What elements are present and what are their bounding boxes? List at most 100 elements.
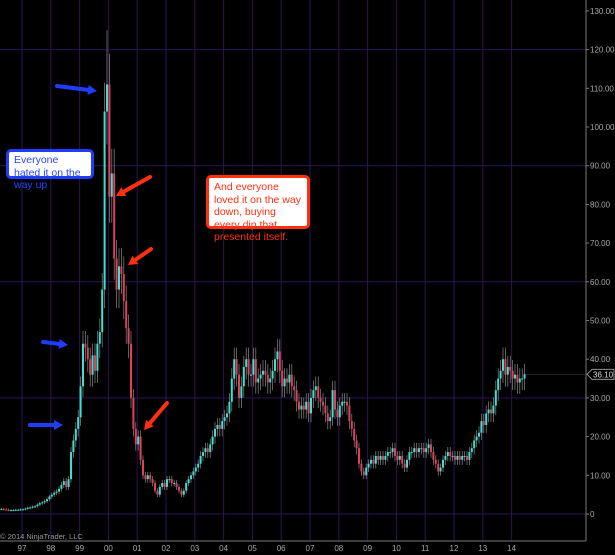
candle-body — [516, 374, 519, 383]
candle-body — [62, 481, 65, 485]
candle-body — [362, 471, 365, 476]
candle-body — [101, 289, 104, 333]
candle-body — [338, 405, 341, 418]
blue-arrow-icon — [41, 338, 68, 349]
candle-body — [377, 455, 380, 460]
y-tick-label: 80.00 — [590, 200, 611, 209]
candle-body — [461, 455, 464, 460]
candle-body — [48, 496, 51, 500]
candle-body — [514, 374, 516, 379]
candle-body — [137, 436, 140, 445]
candle-body — [319, 397, 322, 402]
candle-body — [24, 508, 27, 510]
candle-body — [166, 479, 168, 487]
candle-body — [391, 448, 394, 453]
candle-body — [74, 428, 77, 441]
candle-body — [38, 503, 41, 505]
candle-body — [300, 405, 303, 410]
candle-body — [233, 359, 236, 379]
candle-body — [437, 463, 440, 472]
candle-body — [228, 401, 231, 414]
candle-body — [72, 440, 75, 453]
candle-body — [209, 444, 212, 453]
y-tick-label: 100.00 — [590, 123, 615, 132]
candle-body — [492, 405, 495, 414]
candle-body — [365, 467, 368, 476]
candle-body — [226, 413, 228, 418]
candle-body — [322, 401, 324, 406]
candle-body — [118, 266, 120, 290]
candle-body — [350, 421, 353, 429]
candle-body — [2, 508, 5, 510]
x-tick-label: 04 — [219, 544, 228, 553]
candle-body — [334, 390, 336, 410]
blue-arrow-icon — [55, 84, 97, 95]
candle-body — [110, 173, 113, 197]
candle-body — [26, 507, 29, 509]
candle-body — [185, 483, 188, 491]
candle-body — [22, 509, 24, 511]
candle-body — [490, 409, 492, 414]
candle-body — [278, 351, 281, 371]
candle-body — [466, 455, 468, 460]
last-price-label: 36.10 — [593, 370, 614, 379]
candle-body — [497, 378, 500, 391]
candle-body — [180, 490, 183, 495]
candle-body — [324, 405, 327, 414]
candle-body — [343, 401, 346, 403]
candles — [0, 30, 526, 512]
candle-body — [218, 424, 221, 429]
candle-body — [401, 455, 404, 464]
candle-body — [53, 492, 56, 495]
candle-body — [305, 401, 308, 410]
candle-body — [288, 374, 291, 383]
x-tick-label: 07 — [306, 544, 315, 553]
candle-body — [389, 452, 392, 454]
candle-body — [7, 509, 10, 511]
candle-body — [353, 428, 356, 441]
candle-body — [19, 509, 22, 511]
arrow-head — [128, 255, 139, 265]
y-tick-label: 130.00 — [590, 7, 615, 16]
annotation-arrows — [28, 84, 169, 430]
candle-body — [264, 370, 267, 375]
candle-body — [523, 374, 526, 379]
candle-body — [77, 417, 80, 429]
candle-body — [504, 359, 507, 375]
note-loved-on-way-down: And everyone loved it on the way down, b… — [206, 175, 310, 243]
candle-body — [384, 455, 387, 460]
candle-body — [331, 390, 334, 418]
candle-body — [310, 397, 312, 414]
candle-body — [194, 467, 197, 472]
candle-body — [250, 374, 252, 376]
candle-body — [281, 370, 284, 387]
candle-body — [17, 509, 20, 511]
candle-body — [336, 409, 339, 418]
candle-body — [396, 455, 399, 460]
candle-body — [499, 370, 502, 379]
candle-body — [65, 481, 68, 487]
candle-body — [67, 479, 70, 487]
candle-body — [46, 499, 48, 502]
y-tick-label: 90.00 — [590, 162, 611, 171]
y-tick-label: 30.00 — [590, 394, 611, 403]
candle-body — [79, 386, 82, 418]
x-tick-label: 00 — [104, 544, 113, 553]
candle-body — [154, 483, 156, 491]
grid — [0, 0, 586, 541]
candle-body — [442, 459, 444, 468]
candle-body — [276, 351, 279, 360]
candle-body — [103, 111, 106, 290]
candle-body — [197, 463, 200, 468]
red-arrow-icon — [116, 175, 152, 196]
note-hated-on-way-up: Everyone hated it on the way up — [6, 149, 94, 191]
candle-body — [41, 502, 44, 504]
candle-body — [257, 378, 260, 383]
candle-body — [432, 452, 435, 460]
candle-body — [0, 508, 3, 510]
candle-body — [199, 455, 202, 464]
candle-body — [379, 455, 382, 460]
candle-body — [473, 440, 476, 449]
x-tick-label: 12 — [450, 544, 459, 553]
